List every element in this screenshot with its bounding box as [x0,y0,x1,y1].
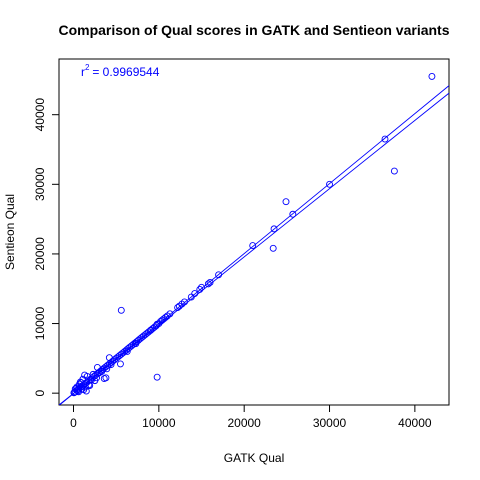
data-point [289,210,297,218]
data-point [198,283,205,291]
data-point [269,244,277,252]
data-point [93,374,100,382]
data-point [85,381,93,389]
data-point [153,373,161,381]
data-point [326,180,333,188]
data-point [428,72,436,80]
x-tick-label: 30000 [313,416,347,430]
x-tick-label: 10000 [142,416,176,430]
data-point [102,374,110,382]
data-point [282,198,290,206]
data-point [381,135,389,143]
x-tick-label: 0 [70,416,77,430]
y-axis-label: Sentieon Qual [3,194,17,270]
data-point [117,306,125,314]
data-point [123,347,131,355]
r-squared-value: = 0.9969544 [89,65,160,79]
data-point [270,225,278,233]
y-tick-label: 40000 [33,98,47,132]
data-point [105,354,113,362]
data-point [107,361,115,369]
data-point [71,385,79,393]
data-point [187,293,195,301]
x-tick-label: 20000 [227,416,261,430]
data-point [390,167,398,175]
y-tick-label: 20000 [33,237,47,271]
data-point [174,304,182,311]
data-point [81,371,89,379]
chart-title: Comparison of Qual scores in GATK and Se… [58,22,449,38]
y-axis: 0 10000 20000 30000 40000 [33,98,60,397]
data-points [70,72,436,397]
data-point [103,365,111,373]
r-exponent: 2 [85,63,90,72]
data-point [206,279,214,286]
x-axis: 0 10000 20000 30000 40000 [70,404,432,430]
data-point [116,360,124,368]
data-point [215,271,223,279]
y-tick-label: 30000 [33,167,47,201]
x-tick-label: 40000 [398,416,432,430]
data-point [204,280,212,288]
data-point [196,285,204,293]
data-point [132,340,140,348]
data-point [249,242,257,250]
y-tick-label: 0 [33,390,47,397]
r-squared-annotation: r 2 = 0.9969544 [81,63,160,79]
data-point [175,302,183,310]
data-point [76,378,84,386]
data-point [98,368,106,376]
x-axis-label: GATK Qual [224,451,284,465]
data-point [86,382,94,389]
y-tick-label: 10000 [33,307,47,341]
data-point [70,389,78,397]
r-symbol: r [81,65,85,79]
data-point [82,383,89,391]
